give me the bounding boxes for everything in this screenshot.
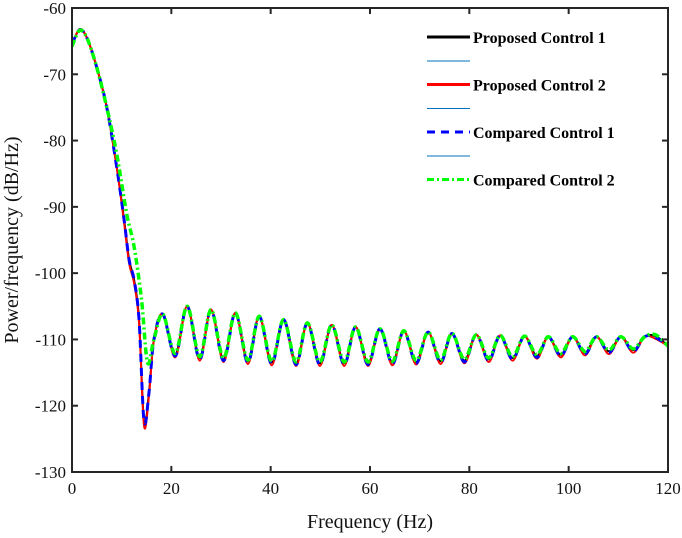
x-tick-label: 60 — [362, 479, 379, 498]
y-tick-label: -110 — [35, 330, 66, 349]
legend-label-4: Compared Control 2 — [473, 173, 615, 190]
axes: 0 20 40 60 80 100 120 -60 -70 -80 -90 -100 -110 -120 -… — [35, 0, 681, 498]
y-tick-label: -80 — [43, 132, 66, 151]
series-lines — [72, 28, 668, 430]
x-tick-label: 100 — [556, 479, 582, 498]
y-axis-label: Power/frequency (dB/Hz) — [1, 136, 23, 343]
y-tick-label: -130 — [35, 463, 66, 482]
legend: Proposed Control 1 Proposed Control 2 Comp… — [427, 30, 615, 190]
y-tick-label: -60 — [43, 0, 66, 18]
x-axis-label: Frequency (Hz) — [307, 511, 433, 533]
y-tick-label: -70 — [43, 65, 66, 84]
x-tick-label: 80 — [461, 479, 478, 498]
x-tick-label: 20 — [163, 479, 180, 498]
x-tick-label: 120 — [655, 479, 681, 498]
x-tick-label: 0 — [68, 479, 77, 498]
y-tick-label: -90 — [43, 198, 66, 217]
x-tick-label: 40 — [262, 479, 279, 498]
y-tick-label: -100 — [35, 264, 66, 283]
legend-label-1: Proposed Control 1 — [473, 30, 606, 47]
plot-area — [72, 8, 668, 472]
legend-label-2: Proposed Control 2 — [473, 78, 606, 95]
legend-label-3: Compared Control 1 — [473, 125, 615, 142]
y-tick-label: -120 — [35, 397, 66, 416]
